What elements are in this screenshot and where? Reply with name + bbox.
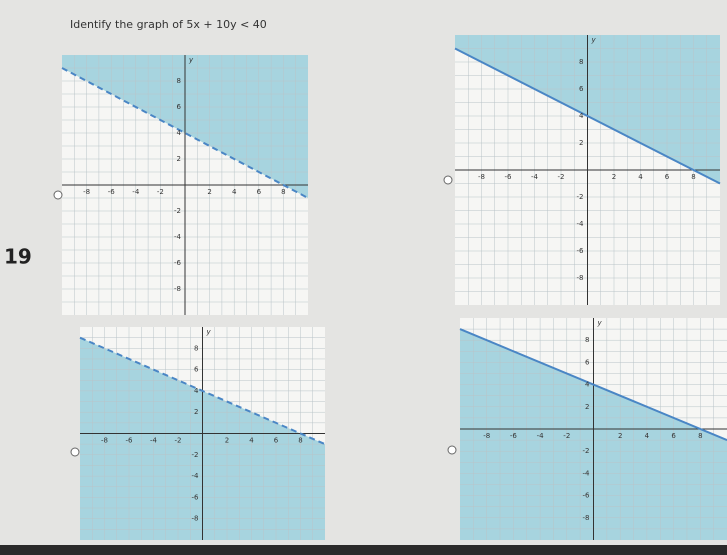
boundary-line <box>79 336 326 446</box>
y-tick-label: -2 <box>192 451 199 459</box>
y-tick-label: -2 <box>577 193 584 201</box>
y-tick-label: 4 <box>194 387 199 395</box>
x-tick-label: 8 <box>298 437 302 445</box>
x-tick-label: -2 <box>175 437 182 445</box>
x-tick-label: -2 <box>563 432 570 440</box>
x-tick-label: 4 <box>232 188 237 196</box>
x-tick-label: -6 <box>108 188 116 196</box>
y-tick-label: 6 <box>177 103 182 111</box>
y-tick-label: 2 <box>177 155 181 163</box>
x-tick-label: 2 <box>618 432 622 440</box>
y-tick-label: 6 <box>585 358 590 366</box>
y-tick-label: -4 <box>174 233 182 241</box>
graph-option: -8 -6 -4 -2 2 4 6 8 8 6 4 2 -2 -4 -6 -8 y <box>459 318 727 540</box>
boundary-line <box>454 47 721 185</box>
x-tick-label: -6 <box>126 437 134 445</box>
x-tick-label: 2 <box>612 173 616 181</box>
x-tick-label: -4 <box>537 432 545 440</box>
y-tick-label: -8 <box>577 274 584 282</box>
x-tick-label: -8 <box>483 432 490 440</box>
axis-label: y <box>188 56 194 64</box>
y-tick-label: -4 <box>192 472 200 480</box>
y-tick-label: 4 <box>177 129 182 137</box>
question-number: 19 <box>4 245 32 269</box>
y-tick-label: 4 <box>585 381 590 389</box>
x-tick-label: -6 <box>510 432 518 440</box>
x-tick-label: 6 <box>257 188 262 196</box>
radio-button[interactable] <box>70 447 80 457</box>
y-tick-label: 8 <box>579 58 583 66</box>
x-tick-label: 2 <box>225 437 229 445</box>
x-tick-label: -2 <box>558 173 565 181</box>
x-tick-label: 6 <box>671 432 676 440</box>
x-tick-label: 4 <box>249 437 254 445</box>
x-tick-label: -8 <box>478 173 485 181</box>
y-tick-label: 4 <box>579 112 584 120</box>
y-tick-label: -6 <box>192 493 200 501</box>
radio-button[interactable] <box>53 190 63 200</box>
boundary-line <box>61 67 309 199</box>
axis-label: y <box>597 319 603 327</box>
x-tick-label: 2 <box>207 188 211 196</box>
axis-label: y <box>206 328 212 336</box>
x-tick-label: -6 <box>505 173 513 181</box>
question-prompt: Identify the graph of 5x + 10y < 40 <box>70 18 267 31</box>
y-tick-label: 6 <box>194 366 199 374</box>
graph-option: -8 -6 -4 -2 2 4 6 8 8 6 4 2 -2 -4 -6 -8 y <box>61 55 309 315</box>
y-tick-label: -8 <box>583 514 590 522</box>
x-tick-label: 6 <box>274 437 279 445</box>
monitor-bezel <box>0 545 727 555</box>
x-tick-label: -4 <box>150 437 158 445</box>
y-tick-label: -6 <box>577 247 585 255</box>
x-tick-label: -4 <box>531 173 539 181</box>
y-tick-label: 2 <box>579 139 583 147</box>
graph-option: -8 -6 -4 -2 2 4 6 8 8 6 4 2 -2 -4 -6 -8 y <box>79 327 326 540</box>
x-tick-label: -8 <box>101 437 108 445</box>
radio-button[interactable] <box>443 175 453 185</box>
y-tick-label: -2 <box>583 447 590 455</box>
axis-label: y <box>591 36 597 44</box>
y-tick-label: 6 <box>579 85 584 93</box>
y-tick-label: -6 <box>583 492 591 500</box>
radio-button[interactable] <box>447 445 457 455</box>
x-tick-label: 4 <box>638 173 643 181</box>
x-tick-label: -8 <box>83 188 90 196</box>
x-tick-label: 6 <box>665 173 670 181</box>
y-tick-label: -2 <box>174 207 181 215</box>
x-tick-label: 4 <box>645 432 650 440</box>
y-tick-label: -4 <box>577 220 585 228</box>
y-tick-label: 8 <box>177 77 181 85</box>
boundary-line <box>459 328 727 442</box>
y-tick-label: 8 <box>585 336 589 344</box>
x-tick-label: -4 <box>132 188 140 196</box>
graph-option: -8 -6 -4 -2 2 4 6 8 8 6 4 2 -2 -4 -6 -8 y <box>454 35 721 305</box>
y-tick-label: -8 <box>174 285 181 293</box>
x-tick-label: 8 <box>698 432 702 440</box>
y-tick-label: 2 <box>194 408 198 416</box>
y-tick-label: 2 <box>585 403 589 411</box>
x-tick-label: -2 <box>157 188 164 196</box>
x-tick-label: 8 <box>281 188 285 196</box>
y-tick-label: -8 <box>192 515 199 523</box>
x-tick-label: 8 <box>691 173 695 181</box>
y-tick-label: 8 <box>194 344 198 352</box>
y-tick-label: -4 <box>583 469 591 477</box>
y-tick-label: -6 <box>174 259 182 267</box>
